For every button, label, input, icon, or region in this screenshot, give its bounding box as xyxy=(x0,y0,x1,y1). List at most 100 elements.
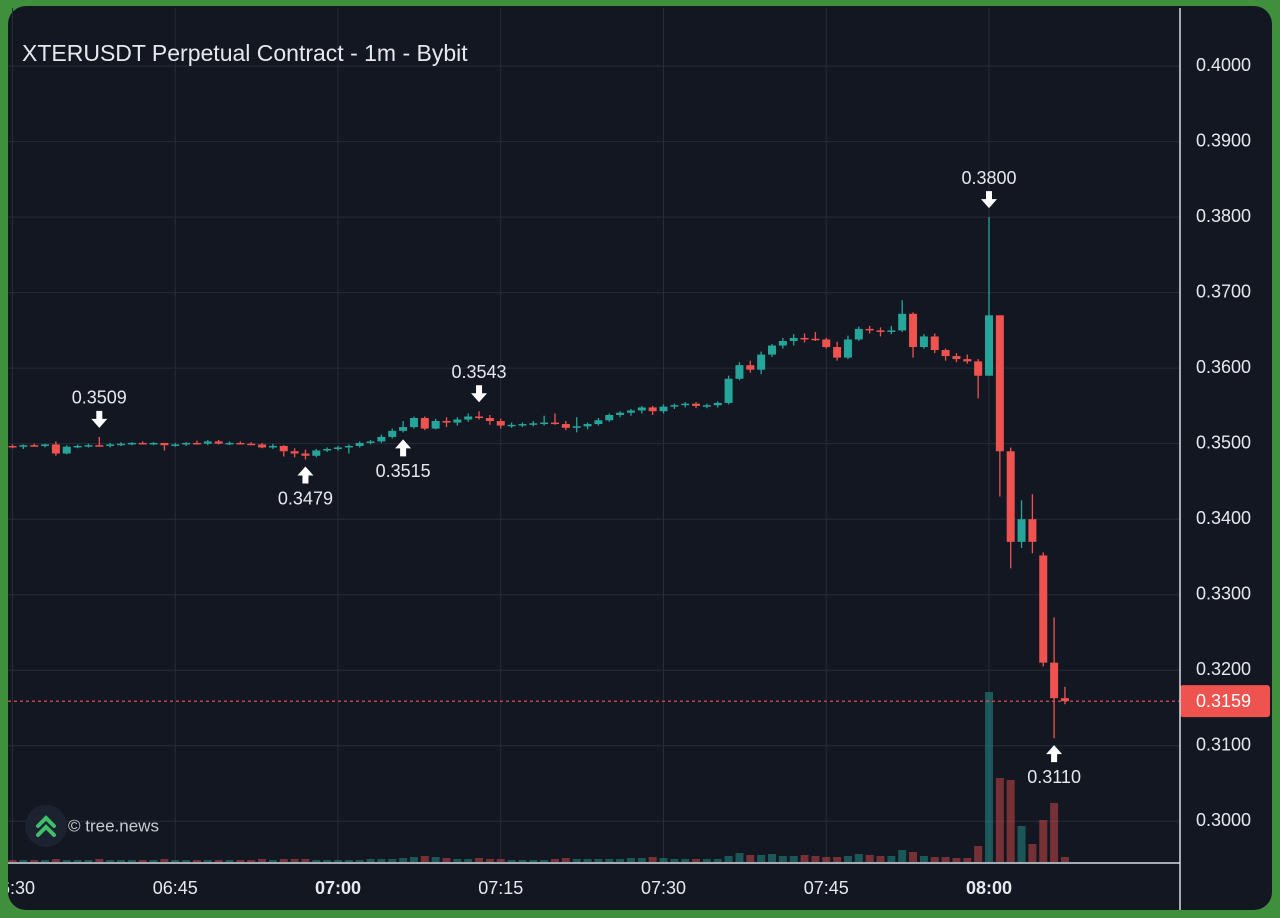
volume-bar xyxy=(420,856,429,862)
volume-bar xyxy=(62,860,71,862)
volume-bar xyxy=(160,859,169,862)
candle-body xyxy=(518,424,527,426)
volume-bar xyxy=(974,846,983,862)
volume-bar xyxy=(507,860,516,862)
candle-body xyxy=(377,436,386,442)
candle-body xyxy=(551,422,559,425)
candle-body xyxy=(648,407,657,412)
candle-body xyxy=(149,442,158,445)
high-arrow xyxy=(91,410,108,428)
volume-bar xyxy=(106,860,115,862)
candle-body xyxy=(106,444,115,446)
volume-bar xyxy=(909,852,918,862)
candle-body xyxy=(995,315,1004,452)
candle-body xyxy=(496,421,505,426)
candle-body xyxy=(73,445,82,448)
volume-bar xyxy=(1039,820,1048,862)
candle-body xyxy=(366,441,375,443)
y-tick-label: 0.3900 xyxy=(1196,130,1251,150)
candle-body xyxy=(746,365,755,370)
candle-body xyxy=(171,444,180,446)
volume-bar xyxy=(713,859,722,862)
volume-bar xyxy=(312,860,321,862)
candle-body xyxy=(833,347,842,358)
volume-bar xyxy=(117,860,125,862)
high-arrow xyxy=(981,191,997,209)
candle-body xyxy=(713,402,722,406)
volume-bar xyxy=(247,860,256,862)
candle-body xyxy=(475,416,484,419)
volume-bar xyxy=(138,860,147,862)
candle-body xyxy=(930,336,939,351)
volume-bar xyxy=(898,850,907,862)
candle-body xyxy=(214,441,223,444)
candle-body xyxy=(19,445,28,447)
candle-body xyxy=(203,441,212,444)
volume-bar xyxy=(323,860,332,862)
volume-bar xyxy=(290,859,299,862)
candle-body xyxy=(41,444,50,446)
volume-bar xyxy=(735,853,744,862)
candle-body xyxy=(811,338,820,341)
high-label: 0.3543 xyxy=(452,362,507,382)
volume-bar xyxy=(95,859,104,862)
x-tick-label: 06:30 xyxy=(0,878,35,898)
candle-body xyxy=(355,442,364,446)
candle-body xyxy=(1060,698,1069,702)
candle-body xyxy=(670,405,679,407)
volume-bar xyxy=(268,860,277,862)
candle-body xyxy=(301,453,310,456)
volume-bar xyxy=(399,858,408,862)
volume-bar xyxy=(561,858,570,862)
candle-body xyxy=(540,422,549,425)
volume-bar xyxy=(854,854,863,862)
volume-bar xyxy=(409,857,418,862)
y-tick-label: 0.3600 xyxy=(1196,357,1251,377)
volume-bar xyxy=(51,859,60,862)
volume-bar xyxy=(496,859,505,862)
y-tick-label: 0.3100 xyxy=(1196,734,1251,754)
volume-bar xyxy=(203,860,212,862)
candle-body xyxy=(616,412,625,415)
candle-body xyxy=(919,336,928,348)
volume-bar xyxy=(605,859,614,862)
candle-body xyxy=(507,424,516,427)
candle-body xyxy=(1028,519,1037,542)
high-label: 0.3509 xyxy=(72,388,127,408)
volume-bar xyxy=(919,856,928,862)
annotations: 0.3509 0.3543 0.3800 0.3479 0.3515 0.3110 0.31… xyxy=(8,168,1270,787)
volume-bar xyxy=(518,860,527,862)
x-tick-label: 07:15 xyxy=(478,878,523,898)
volume-bar xyxy=(149,860,158,862)
candle-body xyxy=(724,378,733,403)
volume-bar xyxy=(692,859,701,862)
candle-body xyxy=(594,420,603,425)
volume-bar xyxy=(789,856,798,862)
candle-body xyxy=(887,330,896,332)
x-tick-label: 06:45 xyxy=(153,878,198,898)
candle-body xyxy=(84,445,93,447)
volume-bar xyxy=(843,856,852,862)
y-tick-label: 0.3400 xyxy=(1196,508,1251,528)
candle-body xyxy=(160,442,169,446)
candle-body xyxy=(778,340,787,346)
volume-bar xyxy=(941,857,950,862)
volume-bar xyxy=(724,856,733,862)
candle-body xyxy=(409,418,418,428)
candle-body xyxy=(485,418,494,422)
volume-bar xyxy=(225,860,234,862)
candle-body xyxy=(854,328,863,340)
volume-bar xyxy=(73,860,82,862)
volume-bar xyxy=(1060,857,1069,862)
volume-bar xyxy=(995,778,1004,862)
volume-bar xyxy=(334,860,342,862)
volume-bar xyxy=(475,858,484,862)
low-label: 0.3515 xyxy=(376,461,431,481)
volume-bar xyxy=(431,857,440,862)
candle-body xyxy=(225,442,234,445)
candle-body xyxy=(464,416,473,420)
volume-bar xyxy=(811,856,820,862)
volume-bar xyxy=(388,859,397,862)
candle-body xyxy=(952,356,961,360)
candle-body xyxy=(1039,555,1048,663)
